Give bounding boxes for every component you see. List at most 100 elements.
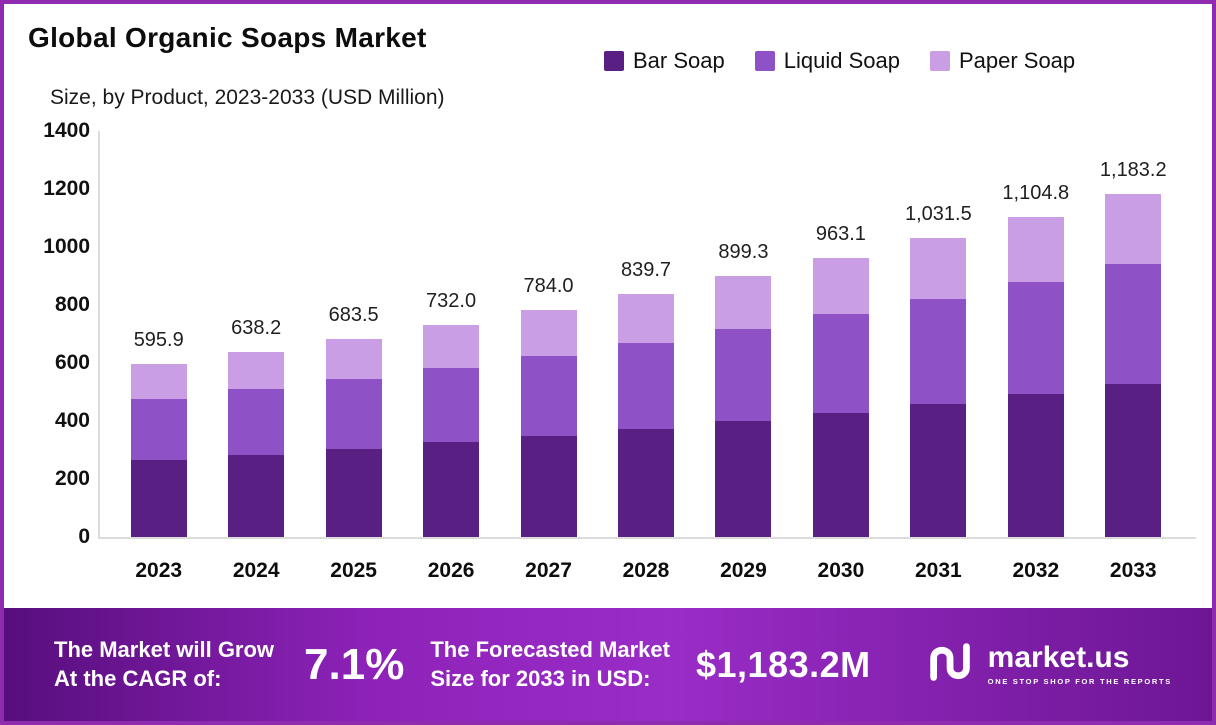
bar-group-2030: 963.1 2030 bbox=[792, 131, 889, 582]
bar-segment-liquid-soap bbox=[325, 378, 382, 449]
y-axis-tick-label: 1200 bbox=[43, 177, 90, 200]
bar-segment-paper-soap bbox=[423, 324, 480, 368]
bar-segment-paper-soap bbox=[1105, 193, 1162, 264]
stacked-bar bbox=[1007, 216, 1064, 537]
bar-segment-paper-soap bbox=[228, 351, 285, 390]
bar-segment-bar-soap bbox=[812, 412, 869, 537]
stacked-bar bbox=[130, 364, 187, 537]
x-axis-label: 2024 bbox=[232, 559, 280, 582]
stacked-bar bbox=[325, 338, 382, 537]
forecast-label-line2: Size for 2033 in USD: bbox=[430, 665, 651, 691]
bar-segment-bar-soap bbox=[325, 448, 382, 537]
cagr-label-line1: The Market will Grow bbox=[54, 637, 275, 663]
bar-segment-bar-soap bbox=[423, 442, 480, 537]
bar-segment-liquid-soap bbox=[1007, 281, 1064, 395]
x-axis-label: 2026 bbox=[427, 559, 475, 582]
bar-segment-bar-soap bbox=[520, 435, 577, 537]
footer-banner: The Market will Grow At the CAGR of: 7.1… bbox=[4, 608, 1212, 721]
bar-total-label: 899.3 bbox=[718, 241, 769, 264]
brand-name: market.us bbox=[987, 641, 1130, 674]
y-axis-tick-label: 200 bbox=[54, 467, 90, 490]
forecast-label-line1: The Forecasted Market bbox=[430, 637, 670, 663]
y-axis-tick-label: 800 bbox=[54, 293, 90, 316]
legend-label: Liquid Soap bbox=[783, 48, 900, 73]
x-axis-label: 2027 bbox=[525, 559, 572, 582]
bar-total-label: 1,104.8 bbox=[1002, 181, 1070, 204]
x-axis-label: 2033 bbox=[1109, 559, 1157, 582]
x-axis-label: 2025 bbox=[330, 559, 377, 582]
y-axis: 0 200 400 600 800 1000 1200 1400 bbox=[12, 4, 90, 608]
bar-total-label: 1,031.5 bbox=[904, 202, 972, 225]
bar-segment-liquid-soap bbox=[423, 367, 480, 443]
forecast-label: The Forecasted Market Size for 2033 in U… bbox=[430, 636, 670, 692]
bar-total-label: 595.9 bbox=[133, 329, 184, 352]
chart-section: Global Organic Soaps Market Size, by Pro… bbox=[4, 4, 1212, 608]
x-axis-line bbox=[98, 537, 1196, 539]
bar-segment-bar-soap bbox=[130, 460, 187, 537]
cagr-label: The Market will Grow At the CAGR of: bbox=[54, 636, 274, 692]
legend-swatch bbox=[929, 51, 950, 71]
market-us-logo-icon bbox=[924, 635, 978, 694]
y-axis-tick-label: 1400 bbox=[43, 119, 90, 142]
legend-item-bar-soap: Bar Soap bbox=[604, 48, 725, 74]
bar-segment-liquid-soap bbox=[520, 355, 577, 436]
y-axis-line bbox=[98, 131, 100, 539]
brand: market.us ONE STOP SHOP FOR THE REPORTS bbox=[924, 635, 1172, 694]
bar-total-label: 732.0 bbox=[426, 289, 477, 312]
legend-label: Bar Soap bbox=[633, 48, 725, 73]
legend-item-liquid-soap: Liquid Soap bbox=[754, 48, 900, 74]
bar-group-2025: 683.5 2025 bbox=[305, 131, 402, 582]
bar-total-label: 683.5 bbox=[328, 303, 379, 326]
bar-segment-liquid-soap bbox=[715, 329, 772, 421]
stacked-bar bbox=[715, 276, 772, 537]
bar-segment-paper-soap bbox=[910, 237, 967, 299]
stacked-bar bbox=[520, 309, 577, 537]
forecast-value: $1,183.2M bbox=[695, 643, 871, 685]
bar-segment-liquid-soap bbox=[910, 298, 967, 404]
legend-swatch bbox=[604, 51, 624, 71]
bar-segment-paper-soap bbox=[812, 257, 869, 315]
chart-title: Global Organic Soaps Market bbox=[28, 22, 427, 53]
stacked-bar bbox=[423, 324, 480, 537]
bar-group-2023: 595.9 2023 bbox=[110, 131, 207, 582]
bar-segment-paper-soap bbox=[325, 338, 382, 379]
bar-group-2027: 784.0 2027 bbox=[500, 131, 597, 582]
bar-group-2033: 1,183.2 2033 bbox=[1085, 131, 1182, 582]
cagr-label-line2: At the CAGR of: bbox=[54, 665, 222, 691]
y-axis-tick-label: 400 bbox=[54, 409, 90, 432]
bar-segment-liquid-soap bbox=[130, 399, 187, 461]
stacked-bar bbox=[1105, 193, 1162, 537]
bar-group-2031: 1,031.5 2031 bbox=[890, 131, 987, 582]
bar-segment-paper-soap bbox=[130, 364, 187, 400]
y-axis-tick-label: 1000 bbox=[43, 235, 90, 258]
brand-tagline: ONE STOP SHOP FOR THE REPORTS bbox=[987, 677, 1172, 686]
x-axis-label: 2029 bbox=[720, 559, 767, 582]
bar-group-2026: 732.0 2026 bbox=[402, 131, 499, 582]
stacked-bar bbox=[228, 351, 285, 537]
stacked-bar bbox=[910, 237, 967, 537]
brand-text: market.us ONE STOP SHOP FOR THE REPORTS bbox=[987, 641, 1172, 687]
bar-segment-bar-soap bbox=[910, 403, 967, 537]
bar-segment-paper-soap bbox=[617, 293, 674, 343]
bar-segment-liquid-soap bbox=[617, 342, 674, 429]
legend: Bar Soap Liquid Soap Paper Soap bbox=[604, 48, 1075, 74]
bar-segment-liquid-soap bbox=[812, 314, 869, 413]
bar-segment-bar-soap bbox=[1105, 384, 1162, 537]
x-axis-label: 2030 bbox=[817, 559, 865, 582]
bar-segment-bar-soap bbox=[617, 428, 674, 537]
bar-group-2032: 1,104.8 2032 bbox=[987, 131, 1084, 582]
y-axis-tick-label: 0 bbox=[78, 525, 90, 548]
x-axis-label: 2032 bbox=[1012, 559, 1060, 582]
y-axis-tick-label: 600 bbox=[54, 351, 90, 374]
bar-segment-liquid-soap bbox=[228, 389, 285, 455]
bar-group-2024: 638.2 2024 bbox=[207, 131, 304, 582]
plot-area: 595.9 2023 638.2 2024 683.5 2025 732.0 2026 784.… bbox=[110, 131, 1182, 582]
legend-item-paper-soap: Paper Soap bbox=[929, 48, 1075, 74]
stacked-bar bbox=[812, 257, 869, 537]
bar-group-2029: 899.3 2029 bbox=[695, 131, 792, 582]
bar-segment-bar-soap bbox=[228, 454, 285, 537]
bar-segment-liquid-soap bbox=[1105, 263, 1162, 385]
bar-total-label: 1,183.2 bbox=[1099, 158, 1167, 181]
chart-subtitle: Size, by Product, 2023-2033 (USD Million… bbox=[50, 86, 445, 109]
